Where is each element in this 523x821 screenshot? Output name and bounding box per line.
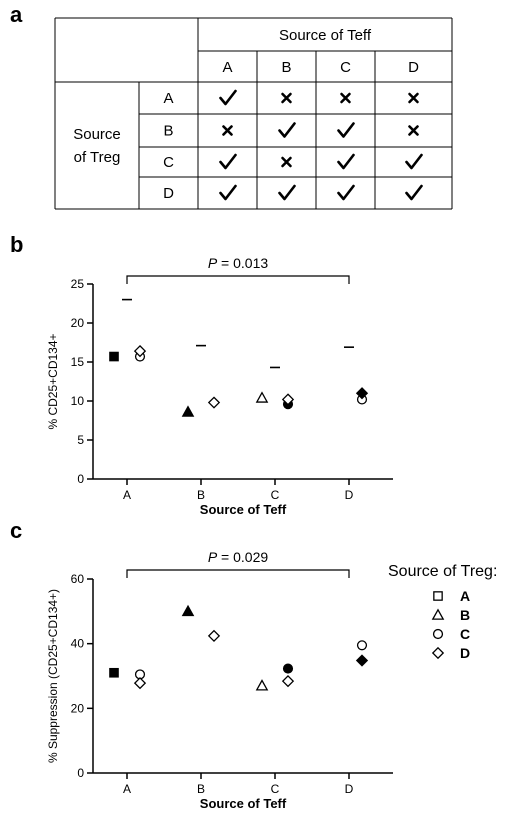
cross-icon (340, 92, 351, 104)
check-icon (278, 122, 296, 138)
data-point-diamond (207, 396, 221, 409)
table-treg-row-label: D (163, 185, 174, 202)
p-value-label: P = 0.013 (208, 255, 269, 271)
table-treg-row-label: C (163, 154, 174, 171)
cross-icon (222, 125, 233, 136)
y-tick-label: 25 (71, 277, 85, 291)
chart-c-suppression: 0 20 40 60 A B C D Source of Teff % Suppression (… (46, 549, 393, 811)
data-point-square (109, 667, 119, 678)
table-teff-column-label: C (340, 59, 351, 76)
table-treg-header: Source (73, 126, 121, 143)
data-point-diamond (281, 675, 295, 688)
x-axis-title: Source of Teff (200, 796, 287, 811)
chart-b-cd25-cd134: 0 5 10 15 20 25 A B C D Source of Teff % CD25+CD134… (46, 255, 393, 517)
y-tick-label: 0 (77, 766, 84, 780)
data-point-diamond (281, 393, 295, 406)
legend-marker-triangle (431, 608, 445, 620)
x-tick-label: A (123, 782, 131, 796)
data-point-diamond (207, 629, 221, 643)
table-treg-row-label: A (163, 90, 173, 107)
panel-label-a: a (10, 2, 23, 27)
data-point-triangle (181, 604, 195, 617)
cross-icon (281, 92, 292, 104)
p-value-label: P = 0.029 (208, 549, 269, 565)
legend-item-label: C (460, 626, 470, 642)
y-tick-label: 20 (71, 701, 85, 715)
y-tick-label: 60 (71, 572, 85, 586)
table-treg-row-label: B (163, 123, 173, 140)
y-tick-label: 0 (77, 472, 84, 486)
data-point-triangle (181, 405, 195, 417)
legend-item-label: D (460, 645, 470, 661)
data-point-triangle (255, 679, 269, 691)
data-point-square (109, 351, 119, 362)
check-icon (405, 153, 423, 170)
significance-bracket (126, 275, 350, 284)
table-teff-column-label: B (281, 59, 291, 76)
significance-bracket (126, 569, 350, 578)
y-tick-label: 5 (77, 433, 84, 447)
y-axis-title: % CD25+CD134+ (46, 333, 60, 429)
data-point-diamond (133, 344, 147, 358)
panel-label-c: c (10, 518, 23, 543)
cross-icon (408, 125, 419, 136)
table-teff-column-label: D (408, 59, 419, 76)
data-point-triangle (255, 391, 269, 403)
y-tick-label: 40 (71, 637, 85, 651)
x-tick-label: D (345, 488, 354, 502)
y-tick-label: 15 (71, 355, 85, 369)
table-teff-column-label: A (222, 59, 232, 76)
table-treg-header: of Treg (74, 149, 121, 166)
legend-marker-square (433, 591, 443, 601)
data-point-diamond (355, 654, 369, 667)
check-icon (219, 153, 237, 170)
check-icon (337, 122, 355, 138)
y-axis-title: % Suppression (CD25+CD134+) (46, 589, 60, 763)
cross-icon (408, 92, 419, 104)
y-tick-label: 20 (71, 316, 85, 330)
data-point-diamond (133, 676, 147, 690)
data-point-circle (282, 663, 294, 674)
x-tick-label: C (271, 782, 280, 796)
y-tick-label: 10 (71, 394, 85, 408)
check-icon (219, 184, 237, 201)
check-icon (337, 153, 355, 170)
x-axis-title: Source of Teff (200, 502, 287, 517)
check-icon (405, 184, 423, 201)
data-point-circle (356, 640, 368, 651)
legend-marker-diamond (431, 646, 445, 660)
x-tick-label: B (197, 488, 205, 502)
table-teff-header: Source of Teff (279, 27, 372, 44)
legend-marker-circle (432, 628, 444, 640)
check-icon (278, 184, 296, 201)
legend-item-label: A (460, 588, 470, 604)
check-icon (219, 89, 237, 106)
legend-title: Source of Treg: (388, 563, 497, 580)
cross-icon (281, 156, 292, 168)
legend-item-label: B (460, 607, 470, 623)
panel-label-b: b (10, 232, 24, 257)
x-tick-label: B (197, 782, 205, 796)
x-tick-label: A (123, 488, 131, 502)
check-icon (337, 184, 355, 201)
x-tick-label: C (271, 488, 280, 502)
x-tick-label: D (345, 782, 354, 796)
data-point-diamond (355, 387, 369, 400)
